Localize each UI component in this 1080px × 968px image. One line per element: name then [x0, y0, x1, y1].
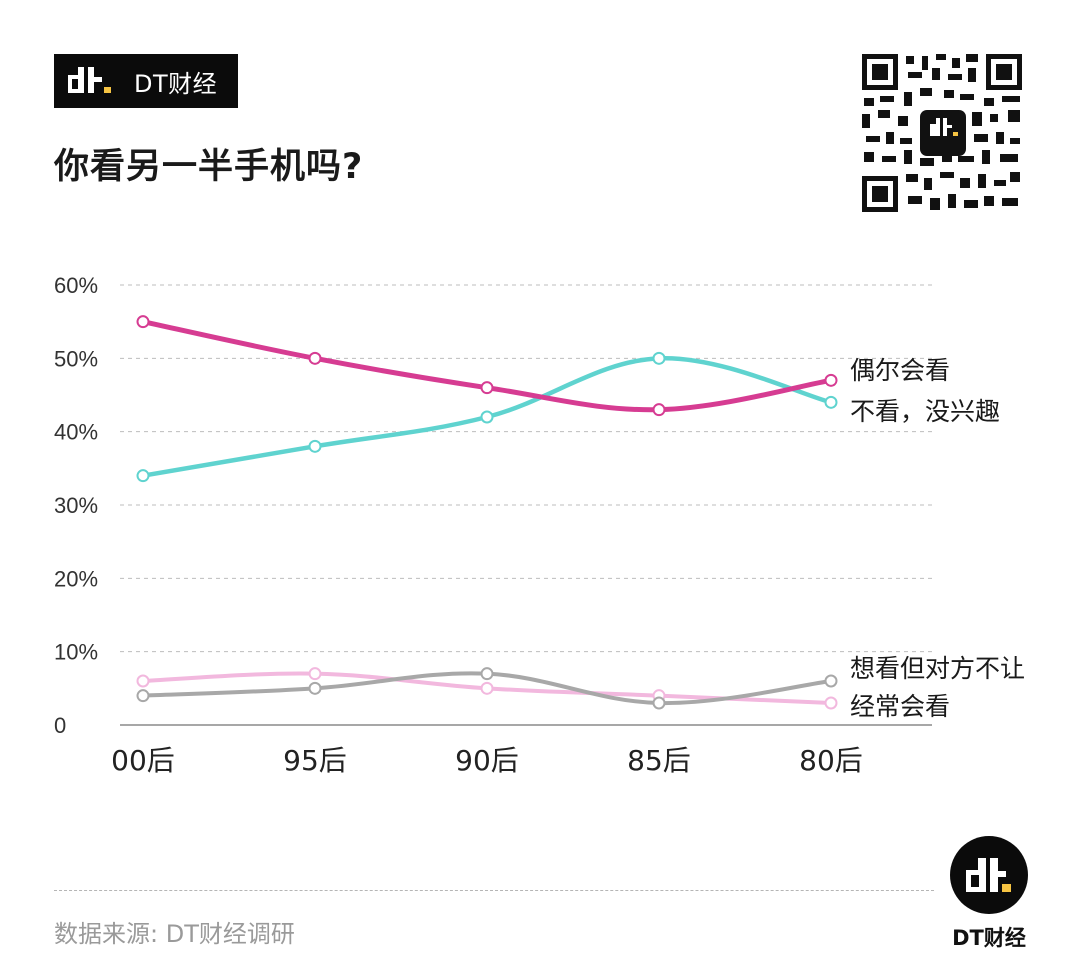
data-point [480, 667, 494, 681]
data-point [480, 681, 494, 695]
series-label: 经常会看 [850, 692, 950, 721]
x-tick-label: 95后 [283, 744, 347, 777]
data-point [480, 381, 494, 395]
data-point [652, 696, 666, 710]
data-point [824, 674, 838, 688]
y-tick-label: 60% [54, 273, 98, 298]
x-tick-label: 85后 [627, 744, 691, 777]
dt-logo-icon [966, 858, 1011, 892]
y-tick-label: 50% [54, 346, 98, 371]
series-label: 想看但对方不让 [850, 654, 1025, 683]
series-label: 偶尔会看 [850, 356, 950, 385]
footer-brand: DT财经 [952, 926, 1026, 950]
y-tick-label: 30% [54, 493, 98, 518]
page-title: 你看另一半手机吗? [54, 147, 364, 187]
y-tick-label: 20% [54, 566, 98, 591]
data-point [308, 681, 322, 695]
data-point [136, 689, 150, 703]
data-point [652, 351, 666, 365]
data-point [308, 439, 322, 453]
y-tick-label: 10% [54, 640, 98, 665]
data-point [652, 403, 666, 417]
data-point [136, 674, 150, 688]
brand-name: DT财经 [134, 69, 218, 98]
qr-code-icon [860, 52, 1024, 214]
data-point [308, 667, 322, 681]
dt-logo-icon [68, 67, 111, 93]
data-source: 数据来源: DT财经调研 [54, 920, 295, 948]
x-tick-label: 80后 [799, 744, 863, 777]
data-point [824, 696, 838, 710]
footer-logo [950, 836, 1028, 914]
brand-badge: DT财经 [54, 54, 238, 108]
y-tick-label: 0 [54, 713, 66, 738]
data-point [824, 373, 838, 387]
data-point [824, 395, 838, 409]
y-tick-label: 40% [54, 420, 98, 445]
data-point [480, 410, 494, 424]
data-point [308, 351, 322, 365]
series-label: 不看，没兴趣 [850, 397, 1000, 426]
data-point [136, 469, 150, 483]
x-tick-label: 00后 [111, 744, 175, 777]
footer-divider [54, 890, 934, 891]
x-tick-label: 90后 [455, 744, 519, 777]
data-point [136, 315, 150, 329]
